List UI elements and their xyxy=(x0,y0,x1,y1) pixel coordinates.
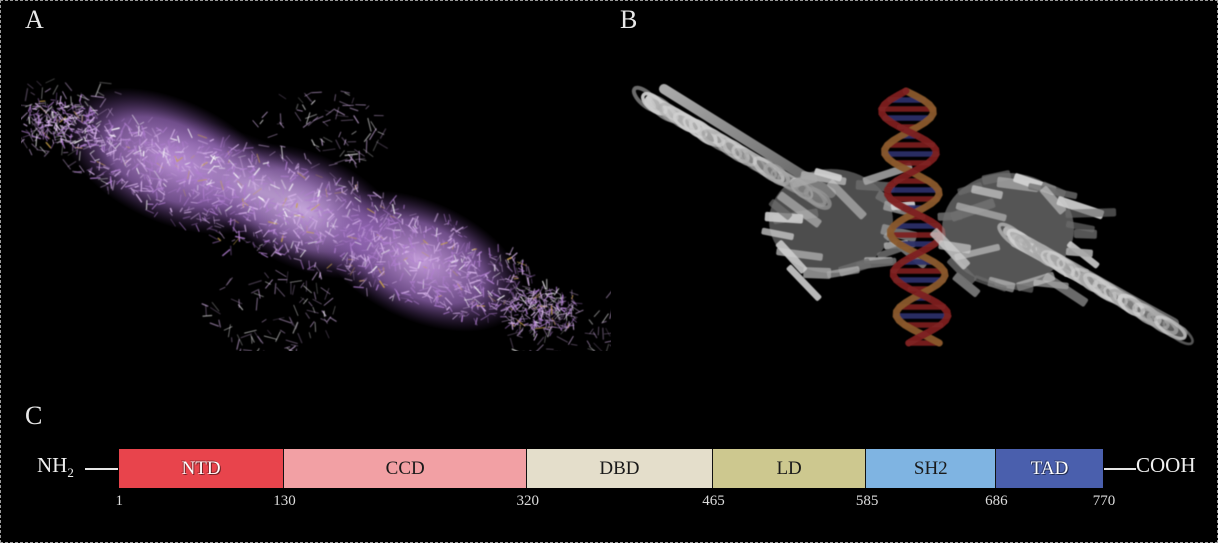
residue-tick-465: 465 xyxy=(702,493,725,509)
domain-label: TAD xyxy=(1030,457,1069,479)
residue-tick-320: 320 xyxy=(516,493,540,509)
panel-label-b: B xyxy=(620,5,638,34)
n-terminus-text: NH xyxy=(37,453,68,477)
residue-tick-1: 1 xyxy=(115,493,124,509)
c-terminus-connector xyxy=(1104,468,1136,470)
domain-box-ld: LD xyxy=(712,449,867,488)
n-terminus-connector xyxy=(85,468,118,470)
domain-box-dbd: DBD xyxy=(527,449,713,488)
domain-label: DBD xyxy=(599,457,640,479)
ribbon-model-graphic xyxy=(616,61,1206,351)
domain-box-ccd: CCD xyxy=(284,449,528,488)
n-terminus-subscript: 2 xyxy=(67,465,74,481)
domain-label: CCD xyxy=(385,457,425,479)
residue-tick-686: 686 xyxy=(985,493,1008,509)
n-terminus-label: NH2 xyxy=(37,453,74,481)
domain-box-ntd: NTD xyxy=(119,449,285,488)
residue-tick-585: 585 xyxy=(855,493,879,509)
domain-label: NTD xyxy=(181,457,221,479)
ribbon-left-body xyxy=(761,162,927,301)
panel-a-structure-image xyxy=(21,61,611,351)
residue-tick-row: 1 130 320 465 585 686 770 xyxy=(1,493,1217,521)
ribbon-right-body xyxy=(930,170,1117,307)
ribbon-right-arm xyxy=(997,222,1194,346)
panel-b-structure-image xyxy=(616,61,1206,351)
c-terminus-label: COOH xyxy=(1136,453,1196,477)
stick-model-graphic xyxy=(21,61,611,351)
domain-bar: NTD CCD DBD LD SH2 TAD xyxy=(118,448,1104,489)
panel-label-a: A xyxy=(25,5,44,34)
dna-helix xyxy=(878,87,952,347)
residue-tick-130: 130 xyxy=(273,493,296,509)
domain-box-tad: TAD xyxy=(996,449,1103,488)
domain-label: LD xyxy=(776,457,802,479)
panel-label-c: C xyxy=(25,401,43,430)
domain-label: SH2 xyxy=(913,457,948,479)
residue-tick-770: 770 xyxy=(1092,493,1116,509)
domain-box-sh2: SH2 xyxy=(866,449,997,488)
